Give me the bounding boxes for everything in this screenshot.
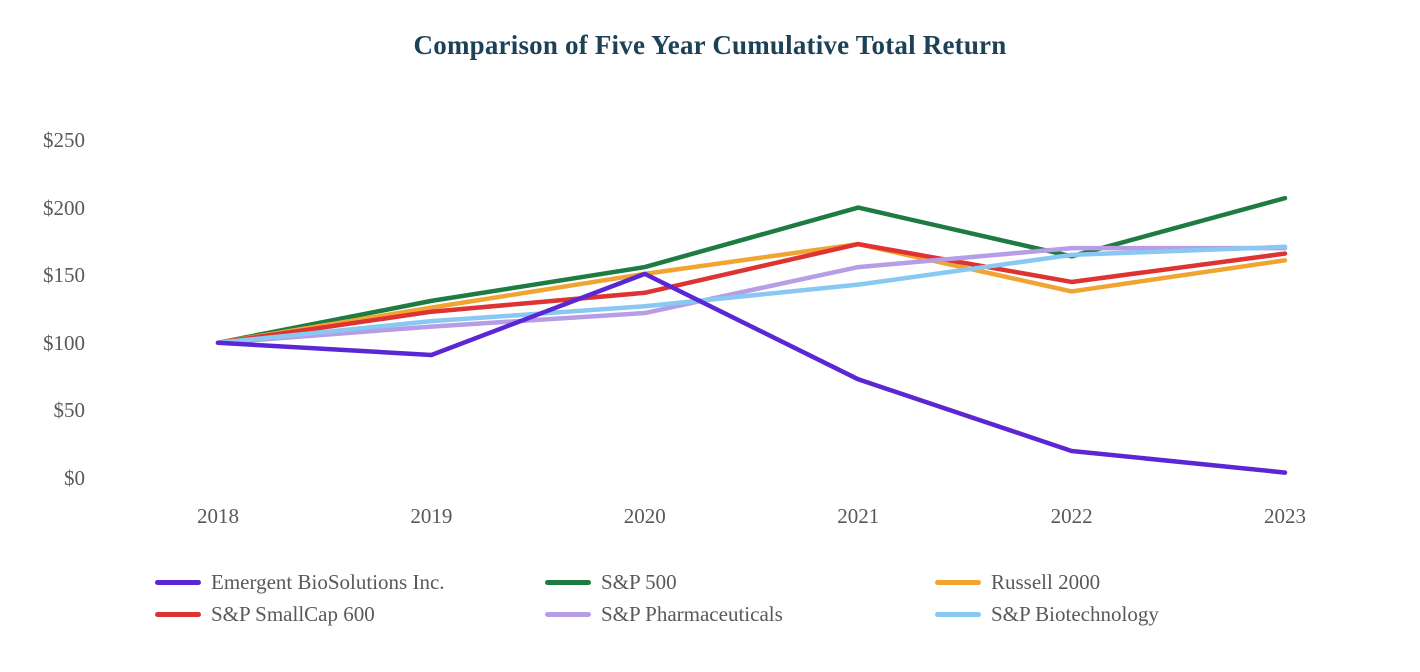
y-tick-label: $200: [43, 195, 85, 220]
legend-swatch-icon: [935, 579, 981, 585]
legend-item: Emergent BioSolutions Inc.: [155, 566, 545, 598]
legend-label: S&P SmallCap 600: [211, 601, 375, 626]
x-tick-label: 2023: [1264, 504, 1306, 528]
chart-title: Comparison of Five Year Cumulative Total…: [413, 30, 1007, 60]
x-tick-label: 2021: [837, 504, 880, 528]
series-line: [215, 241, 1288, 346]
y-tick-label: $0: [64, 466, 85, 490]
legend-label: Russell 2000: [991, 569, 1101, 594]
series-line: [215, 271, 1288, 475]
y-tick-label: $50: [53, 398, 86, 423]
legend-item: S&P Pharmaceuticals: [545, 598, 935, 630]
y-tick-label: $250: [43, 128, 85, 152]
y-tick-label: $150: [43, 263, 85, 288]
legend-item: S&P SmallCap 600: [155, 598, 545, 630]
x-tick-label: 2022: [1050, 504, 1093, 528]
series-line: [215, 244, 1288, 346]
legend-item: S&P Biotechnology: [935, 598, 1275, 630]
x-tick-label: 2019: [410, 504, 453, 528]
legend-label: Emergent BioSolutions Inc.: [211, 569, 445, 594]
legend-label: S&P Pharmaceuticals: [601, 601, 783, 626]
legend-label: S&P 500: [601, 569, 677, 594]
legend-item: S&P 500: [545, 566, 935, 598]
legend-item: Russell 2000: [935, 566, 1275, 598]
legend-swatch-icon: [155, 611, 201, 617]
x-tick-label: 2018: [197, 504, 239, 528]
series-line: [215, 245, 1288, 346]
x-tick-label: 2020: [623, 504, 666, 528]
legend-swatch-icon: [155, 579, 201, 585]
series-line: [215, 241, 1288, 346]
legend-swatch-icon: [545, 579, 591, 585]
chart-legend: Emergent BioSolutions Inc. S&P 500 Russell…: [155, 566, 1275, 630]
legend-label: S&P Biotechnology: [991, 601, 1159, 626]
legend-swatch-icon: [545, 611, 591, 617]
legend-swatch-icon: [935, 611, 981, 617]
y-tick-label: $100: [43, 330, 85, 355]
